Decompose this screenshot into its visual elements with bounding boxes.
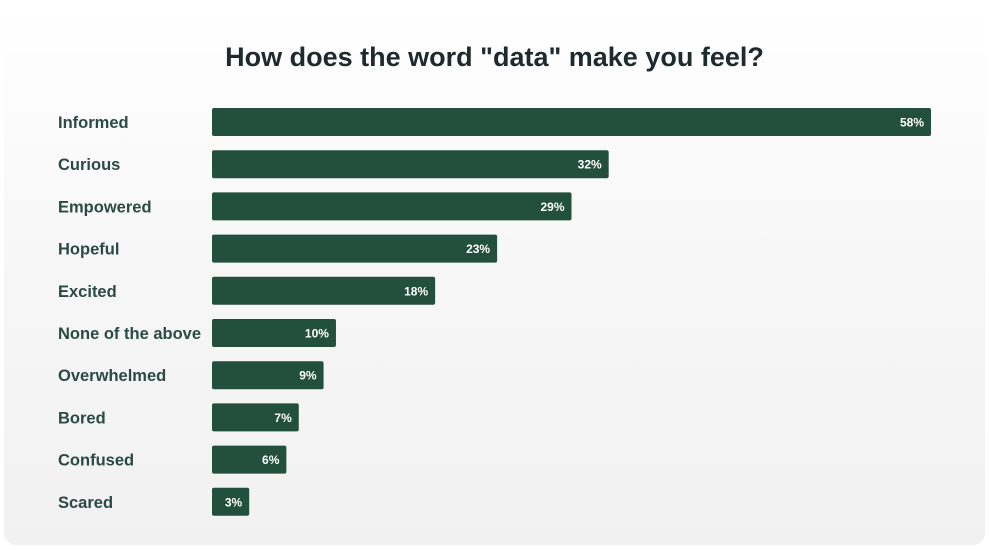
value-label-bored: 7% xyxy=(274,411,292,425)
category-label-none-of-the-above: None of the above xyxy=(58,325,201,343)
bar-empowered xyxy=(212,192,572,221)
category-label-bored: Bored xyxy=(58,409,106,427)
category-label-curious: Curious xyxy=(58,156,120,174)
bar-none-of-the-above xyxy=(212,319,336,347)
bars-group: Informed 58% Curious 32% Empowered 29% Hopeful… xyxy=(58,108,931,516)
bar-bored xyxy=(212,403,299,432)
category-label-hopeful: Hopeful xyxy=(58,241,119,259)
value-label-informed: 58% xyxy=(900,116,924,130)
value-label-curious: 32% xyxy=(578,158,602,172)
bar-excited xyxy=(212,276,436,305)
value-label-none-of-the-above: 10% xyxy=(305,327,329,341)
value-label-hopeful: 23% xyxy=(466,242,490,256)
chart-title: How does the word "data" make you feel? xyxy=(225,42,764,72)
bar-hopeful xyxy=(212,234,498,263)
value-label-overwhelmed: 9% xyxy=(299,369,317,383)
category-label-overwhelmed: Overwhelmed xyxy=(58,367,166,385)
value-label-confused: 6% xyxy=(262,453,280,467)
value-label-empowered: 29% xyxy=(540,200,564,214)
bar-scared xyxy=(212,487,250,516)
category-label-empowered: Empowered xyxy=(58,198,152,216)
chart-card xyxy=(4,5,985,545)
bar-confused xyxy=(212,445,287,474)
category-label-confused: Confused xyxy=(58,452,134,470)
value-label-scared: 3% xyxy=(225,495,243,509)
bar-curious xyxy=(212,150,609,179)
value-label-excited: 18% xyxy=(404,284,428,298)
bar-overwhelmed xyxy=(212,361,324,390)
category-label-excited: Excited xyxy=(58,283,117,301)
category-label-informed: Informed xyxy=(58,114,129,132)
bar-informed xyxy=(212,108,931,136)
category-label-scared: Scared xyxy=(58,494,113,512)
